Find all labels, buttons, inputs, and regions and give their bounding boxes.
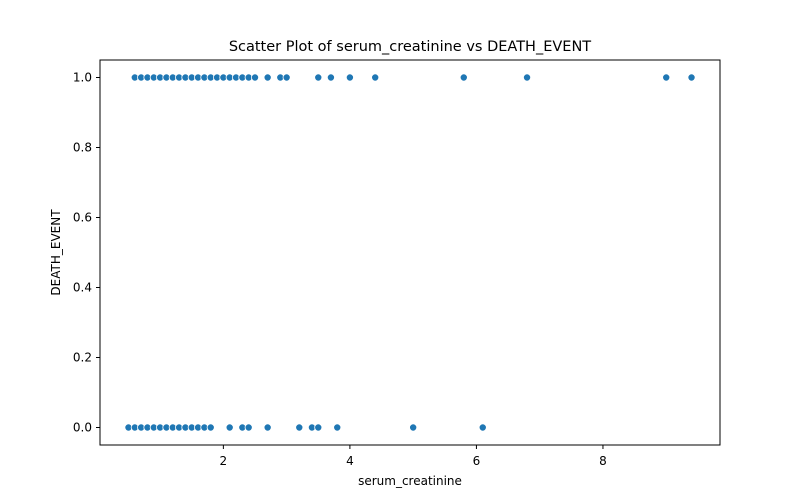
x-tick-label: 6 [473,454,481,468]
y-tick-label: 0.8 [73,141,92,155]
data-point-death1-25 [345,73,354,82]
y-tick-label: 0.4 [73,281,92,295]
data-point-death1-19 [250,73,259,82]
x-axis-label: serum_creatinine [358,474,462,488]
x-tick-label: 2 [220,454,228,468]
y-tick-label: 0.6 [73,211,92,225]
y-tick-label: 0.0 [73,421,92,435]
data-point-death0-20 [314,423,323,432]
data-point-death0-21 [333,423,342,432]
y-tick-label: 1.0 [73,71,92,85]
data-point-death0-14 [225,423,234,432]
data-point-death1-26 [371,73,380,82]
data-point-death1-30 [687,73,696,82]
chart-title: Scatter Plot of serum_creatinine vs DEAT… [229,39,591,55]
y-tick-label: 0.2 [73,351,92,365]
data-point-death1-27 [459,73,468,82]
data-point-death1-24 [326,73,335,82]
data-point-death0-17 [263,423,272,432]
y-axis-label: DEATH_EVENT [49,209,63,296]
data-point-death0-23 [478,423,487,432]
plot-frame [99,59,721,446]
data-point-death0-16 [244,423,253,432]
x-axis-ticks: 2 4 6 8 [220,445,607,468]
data-point-death1-22 [282,73,291,82]
data-points [124,73,696,432]
data-point-death0-13 [206,423,215,432]
data-point-death1-23 [314,73,323,82]
data-point-death0-22 [409,423,418,432]
data-point-death0-18 [295,423,304,432]
data-point-death1-29 [662,73,671,82]
data-point-death1-20 [263,73,272,82]
y-axis-ticks: 0.0 0.2 0.4 0.6 0.8 1.0 [73,71,100,435]
x-tick-label: 4 [346,454,354,468]
data-point-death1-28 [523,73,532,82]
x-tick-label: 8 [599,454,607,468]
